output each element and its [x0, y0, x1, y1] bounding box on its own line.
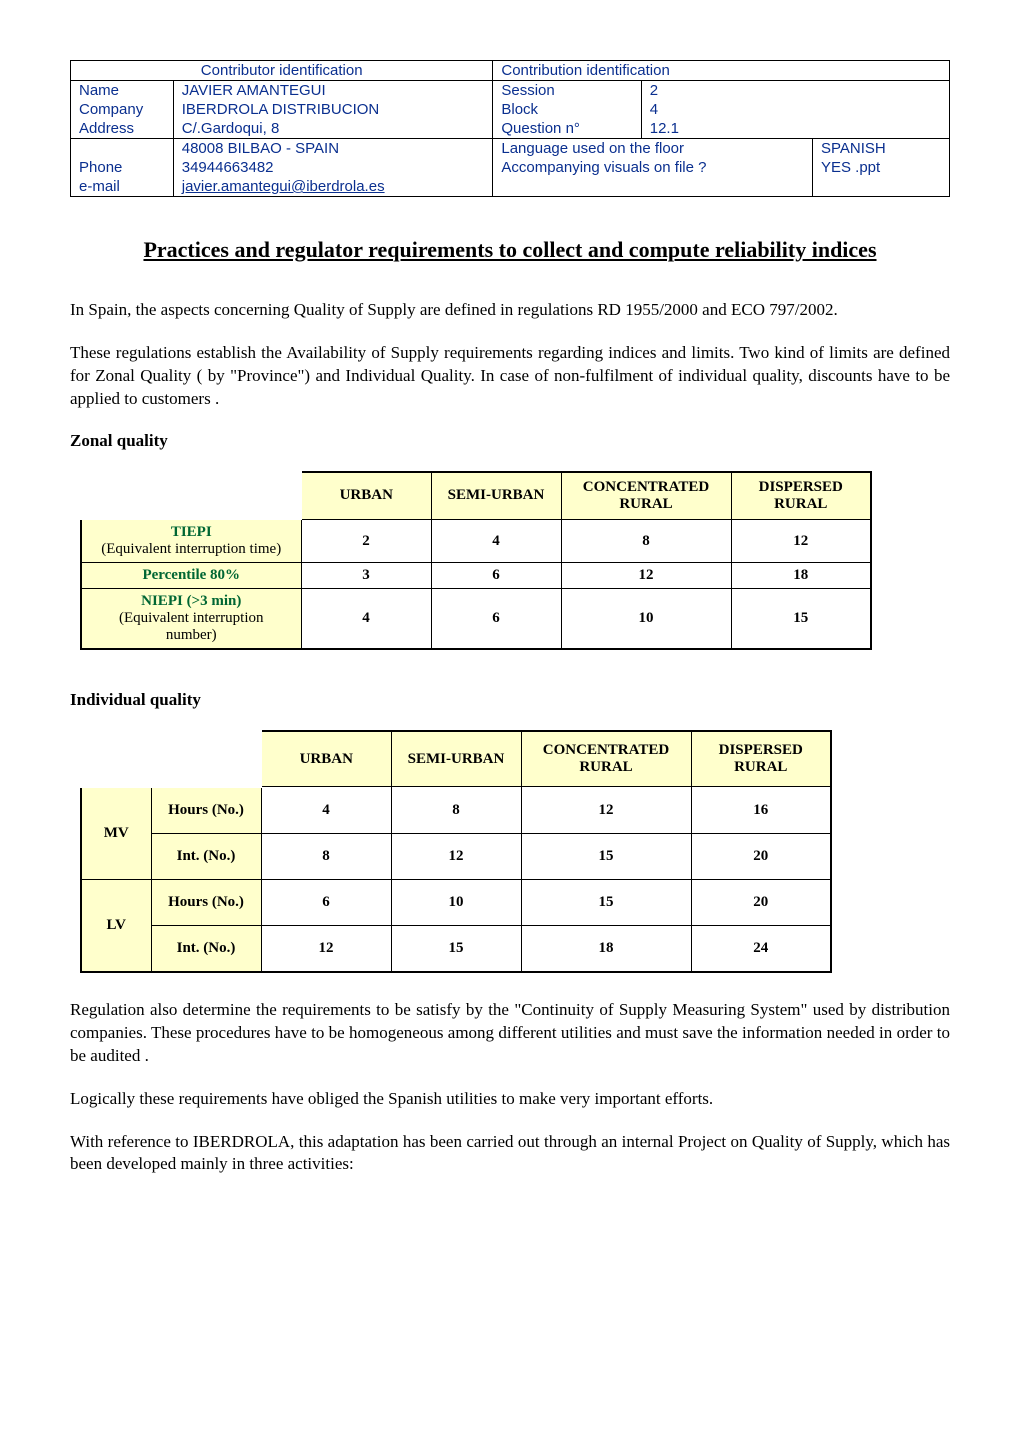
- company-label: Company: [71, 100, 174, 119]
- mv-h-conc: 12: [521, 787, 691, 834]
- mv-i-conc: 15: [521, 833, 691, 879]
- mv-i-semi: 12: [391, 833, 521, 879]
- niepi-semi: 6: [431, 589, 561, 650]
- indiv-corner: [81, 731, 261, 787]
- perc-disp: 18: [731, 563, 871, 589]
- indiv-col-semi: SEMI-URBAN: [391, 731, 521, 787]
- mv-h-semi: 8: [391, 787, 521, 834]
- lv-h-conc: 15: [521, 879, 691, 925]
- language-label: Language used on the floor: [493, 139, 813, 159]
- language-value: SPANISH: [812, 139, 949, 159]
- col-semi-urban: SEMI-URBAN: [431, 472, 561, 520]
- percentile-row-label: Percentile 80%: [81, 563, 301, 589]
- mv-h-disp: 16: [691, 787, 831, 834]
- tiepi-urban: 2: [301, 519, 431, 563]
- col-dispersed-rural: DISPERSEDRURAL: [731, 472, 871, 520]
- mv-h-urban: 4: [261, 787, 391, 834]
- paragraph-iberdrola: With reference to IBERDROLA, this adapta…: [70, 1131, 950, 1177]
- lv-i-semi: 15: [391, 925, 521, 972]
- address-label-blank: [71, 139, 174, 159]
- name-value: JAVIER AMANTEGUI: [173, 81, 493, 101]
- niepi-row-label: NIEPI (>3 min) (Equivalent interruption …: [81, 589, 301, 650]
- phone-label: Phone: [71, 158, 174, 177]
- name-label: Name: [71, 81, 174, 101]
- paragraph-reg: Regulation also determine the requiremen…: [70, 999, 950, 1068]
- lv-int-label: Int. (No.): [151, 925, 261, 972]
- zonal-quality-table: URBAN SEMI-URBAN CONCENTRATEDRURAL DISPE…: [80, 471, 872, 651]
- col-concentrated-rural: CONCENTRATEDRURAL: [561, 472, 731, 520]
- niepi-disp: 15: [731, 589, 871, 650]
- identification-table: Contributor identification Contribution …: [70, 60, 950, 197]
- lv-h-semi: 10: [391, 879, 521, 925]
- blank-cell: [493, 177, 813, 197]
- lv-label: LV: [81, 879, 151, 972]
- paragraph-intro-2: These regulations establish the Availabi…: [70, 342, 950, 411]
- session-label: Session: [493, 81, 641, 101]
- email-label: e-mail: [71, 177, 174, 197]
- tiepi-conc: 8: [561, 519, 731, 563]
- visuals-value: YES .ppt: [812, 158, 949, 177]
- indiv-col-urban: URBAN: [261, 731, 391, 787]
- mv-label: MV: [81, 787, 151, 880]
- paragraph-efforts: Logically these requirements have oblige…: [70, 1088, 950, 1111]
- visuals-label: Accompanying visuals on file ?: [493, 158, 813, 177]
- address-value-1: C/.Gardoqui, 8: [173, 119, 493, 139]
- tiepi-disp: 12: [731, 519, 871, 563]
- question-value: 12.1: [641, 119, 949, 139]
- phone-value: 34944663482: [173, 158, 493, 177]
- block-label: Block: [493, 100, 641, 119]
- paragraph-intro-1: In Spain, the aspects concerning Quality…: [70, 299, 950, 322]
- perc-conc: 12: [561, 563, 731, 589]
- indiv-col-conc: CONCENTRATEDRURAL: [521, 731, 691, 787]
- col-urban: URBAN: [301, 472, 431, 520]
- mv-i-disp: 20: [691, 833, 831, 879]
- lv-i-conc: 18: [521, 925, 691, 972]
- document-title: Practices and regulator requirements to …: [70, 237, 950, 263]
- lv-i-urban: 12: [261, 925, 391, 972]
- lv-h-urban: 6: [261, 879, 391, 925]
- mv-int-label: Int. (No.): [151, 833, 261, 879]
- mv-hours-label: Hours (No.): [151, 787, 261, 834]
- perc-semi: 6: [431, 563, 561, 589]
- niepi-urban: 4: [301, 589, 431, 650]
- lv-h-disp: 20: [691, 879, 831, 925]
- zonal-quality-heading: Zonal quality: [70, 431, 950, 451]
- session-value: 2: [641, 81, 949, 101]
- company-value: IBERDROLA DISTRIBUCION: [173, 100, 493, 119]
- lv-hours-label: Hours (No.): [151, 879, 261, 925]
- zonal-corner: [81, 472, 301, 520]
- contribution-id-header: Contribution identification: [493, 61, 950, 81]
- address-value-2: 48008 BILBAO - SPAIN: [173, 139, 493, 159]
- question-label: Question n°: [493, 119, 641, 139]
- individual-quality-heading: Individual quality: [70, 690, 950, 710]
- contributor-id-header: Contributor identification: [71, 61, 493, 81]
- tiepi-semi: 4: [431, 519, 561, 563]
- perc-urban: 3: [301, 563, 431, 589]
- email-value: javier.amantegui@iberdrola.es: [173, 177, 493, 197]
- mv-i-urban: 8: [261, 833, 391, 879]
- block-value: 4: [641, 100, 949, 119]
- indiv-col-disp: DISPERSEDRURAL: [691, 731, 831, 787]
- tiepi-row-label: TIEPI (Equivalent interruption time): [81, 519, 301, 563]
- niepi-conc: 10: [561, 589, 731, 650]
- address-label: Address: [71, 119, 174, 139]
- blank-cell-2: [812, 177, 949, 197]
- individual-quality-table: URBAN SEMI-URBAN CONCENTRATEDRURAL DISPE…: [80, 730, 832, 973]
- lv-i-disp: 24: [691, 925, 831, 972]
